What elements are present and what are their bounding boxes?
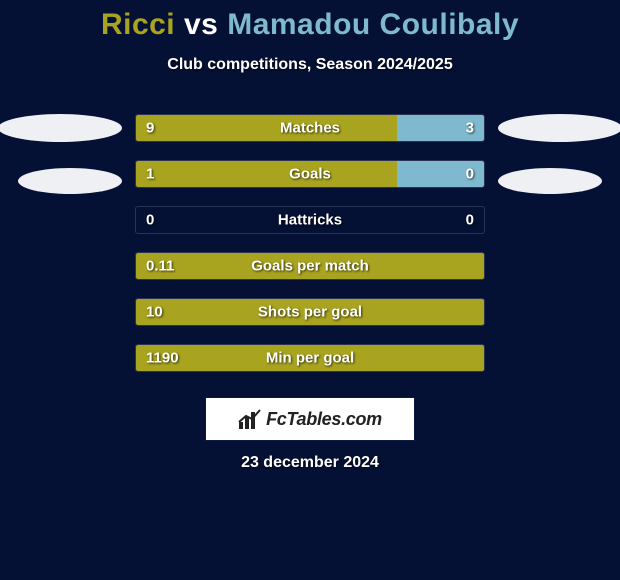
comparison-chart: 93Matches10Goals00Hattricks0.11Goals per…	[0, 102, 620, 366]
player-badge-ellipse	[18, 168, 122, 194]
title-vs: vs	[175, 8, 227, 41]
stat-row: 1190 Min per goal	[135, 344, 485, 372]
stat-label: Hattricks	[278, 212, 342, 229]
stat-label: Shots per goal	[258, 304, 362, 321]
stat-row: 9 3 Matches	[135, 114, 485, 142]
player-badge-ellipse	[498, 168, 602, 194]
stat-value-left: 1	[146, 166, 154, 183]
stat-value-right: 0	[466, 166, 474, 183]
brand-text: FcTables.com	[266, 409, 382, 430]
stat-label: Min per goal	[266, 350, 354, 367]
date-line: 23 december 2024	[0, 454, 620, 472]
stat-label: Matches	[280, 120, 340, 137]
stat-row: 1 0 Goals	[135, 160, 485, 188]
title-player-right: Mamadou Coulibaly	[227, 8, 519, 41]
stat-value-right: 3	[466, 120, 474, 137]
stat-bar-left	[136, 115, 397, 141]
stat-row: 10 Shots per goal	[135, 298, 485, 326]
stat-value-left: 10	[146, 304, 163, 321]
stat-value-left: 0.11	[146, 258, 174, 275]
page-title: Ricci vs Mamadou Coulibaly	[0, 0, 620, 42]
stat-row: 0 0 Hattricks	[135, 206, 485, 234]
brand-badge: FcTables.com	[205, 397, 415, 441]
stat-value-left: 0	[146, 212, 154, 229]
stat-value-left: 9	[146, 120, 154, 137]
stat-value-left: 1190	[146, 350, 179, 367]
stat-label: Goals per match	[251, 258, 369, 275]
stat-value-right: 0	[466, 212, 474, 229]
stat-row: 0.11 Goals per match	[135, 252, 485, 280]
title-player-left: Ricci	[101, 8, 175, 41]
brand-logo-icon	[238, 408, 262, 430]
player-badge-ellipse	[0, 114, 122, 142]
stat-bar-left	[136, 161, 397, 187]
player-badge-ellipse	[498, 114, 620, 142]
subtitle: Club competitions, Season 2024/2025	[0, 56, 620, 74]
stat-label: Goals	[289, 166, 331, 183]
